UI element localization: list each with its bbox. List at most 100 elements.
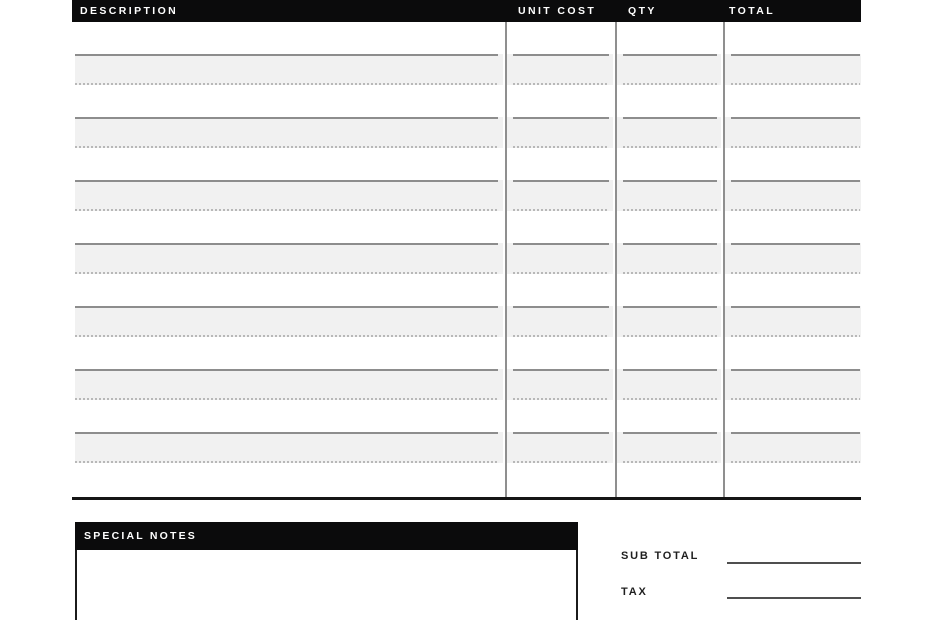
table-row	[72, 274, 861, 337]
row-shade	[507, 243, 613, 274]
row-rule-solid	[513, 306, 609, 308]
row-rule-solid	[731, 180, 860, 182]
cell-total[interactable]	[723, 148, 861, 211]
row-rule-dotted	[75, 272, 498, 274]
subtotal-label: SUB TOTAL	[621, 550, 700, 562]
table-body	[72, 22, 861, 497]
row-rule-dotted	[731, 335, 860, 337]
special-notes-content-area[interactable]	[75, 550, 578, 620]
row-rule-dotted	[623, 272, 717, 274]
cell-total[interactable]	[723, 85, 861, 148]
row-rule-dotted	[513, 335, 609, 337]
row-rule-dotted	[513, 209, 609, 211]
row-rule-dotted	[75, 398, 498, 400]
row-rule-solid	[731, 306, 860, 308]
table-bottom-rule	[72, 497, 861, 500]
cell-unit-cost[interactable]	[505, 211, 615, 274]
row-rule-dotted	[513, 83, 609, 85]
cell-unit-cost[interactable]	[505, 337, 615, 400]
row-rule-dotted	[731, 272, 860, 274]
cell-description[interactable]	[72, 22, 505, 85]
cell-unit-cost[interactable]	[505, 274, 615, 337]
cell-qty[interactable]	[615, 400, 723, 463]
row-rule-solid	[731, 117, 860, 119]
row-rule-solid	[731, 432, 860, 434]
header-cell-qty: QTY	[628, 5, 657, 17]
row-rule-solid	[75, 306, 498, 308]
cell-total[interactable]	[723, 337, 861, 400]
row-rule-dotted	[623, 209, 717, 211]
cell-description[interactable]	[72, 211, 505, 274]
cell-description[interactable]	[72, 274, 505, 337]
row-rule-dotted	[513, 272, 609, 274]
row-rule-solid	[513, 54, 609, 56]
row-rule-solid	[731, 369, 860, 371]
row-rule-dotted	[623, 398, 717, 400]
cell-total[interactable]	[723, 22, 861, 85]
row-rule-solid	[623, 117, 717, 119]
row-rule-dotted	[75, 146, 498, 148]
tax-value-line[interactable]	[727, 597, 861, 599]
cell-unit-cost[interactable]	[505, 85, 615, 148]
row-rule-solid	[513, 180, 609, 182]
row-rule-solid	[623, 432, 717, 434]
row-rule-dotted	[623, 335, 717, 337]
cell-qty[interactable]	[615, 148, 723, 211]
row-shade	[725, 432, 861, 463]
row-rule-solid	[513, 369, 609, 371]
row-rule-solid	[75, 180, 498, 182]
row-shade	[725, 180, 861, 211]
row-rule-dotted	[513, 461, 609, 463]
cell-description[interactable]	[72, 148, 505, 211]
row-shade	[75, 369, 503, 400]
row-rule-solid	[75, 369, 498, 371]
cell-total[interactable]	[723, 400, 861, 463]
row-shade	[725, 243, 861, 274]
subtotal-value-line[interactable]	[727, 562, 861, 564]
header-cell-description: DESCRIPTION	[80, 5, 179, 17]
cell-qty[interactable]	[615, 337, 723, 400]
cell-description[interactable]	[72, 337, 505, 400]
cell-total[interactable]	[723, 211, 861, 274]
header-cell-unit-cost: UNIT COST	[518, 5, 597, 17]
row-shade	[617, 243, 721, 274]
cell-total[interactable]	[723, 274, 861, 337]
row-rule-dotted	[623, 146, 717, 148]
row-rule-dotted	[513, 398, 609, 400]
row-shade	[507, 432, 613, 463]
row-rule-solid	[75, 54, 498, 56]
row-shade	[617, 117, 721, 148]
cell-unit-cost[interactable]	[505, 22, 615, 85]
row-rule-dotted	[731, 146, 860, 148]
row-shade	[617, 180, 721, 211]
row-rule-solid	[513, 117, 609, 119]
row-shade	[507, 369, 613, 400]
row-shade	[725, 54, 861, 85]
cell-unit-cost[interactable]	[505, 400, 615, 463]
row-shade	[75, 432, 503, 463]
table-row	[72, 211, 861, 274]
cell-qty[interactable]	[615, 211, 723, 274]
column-divider	[505, 22, 507, 497]
row-rule-solid	[623, 180, 717, 182]
row-shade	[617, 54, 721, 85]
row-shade	[507, 306, 613, 337]
cell-unit-cost[interactable]	[505, 148, 615, 211]
row-rule-dotted	[731, 461, 860, 463]
row-rule-solid	[513, 243, 609, 245]
cell-description[interactable]	[72, 400, 505, 463]
cell-qty[interactable]	[615, 22, 723, 85]
row-rule-solid	[731, 243, 860, 245]
cell-description[interactable]	[72, 85, 505, 148]
row-rule-dotted	[75, 461, 498, 463]
row-rule-solid	[731, 54, 860, 56]
row-shade	[725, 117, 861, 148]
cell-qty[interactable]	[615, 274, 723, 337]
row-rule-solid	[75, 117, 498, 119]
invoice-table: DESCRIPTION UNIT COST QTY TOTAL	[72, 0, 861, 500]
table-row	[72, 148, 861, 211]
header-cell-total: TOTAL	[729, 5, 776, 17]
row-rule-solid	[623, 306, 717, 308]
cell-qty[interactable]	[615, 85, 723, 148]
